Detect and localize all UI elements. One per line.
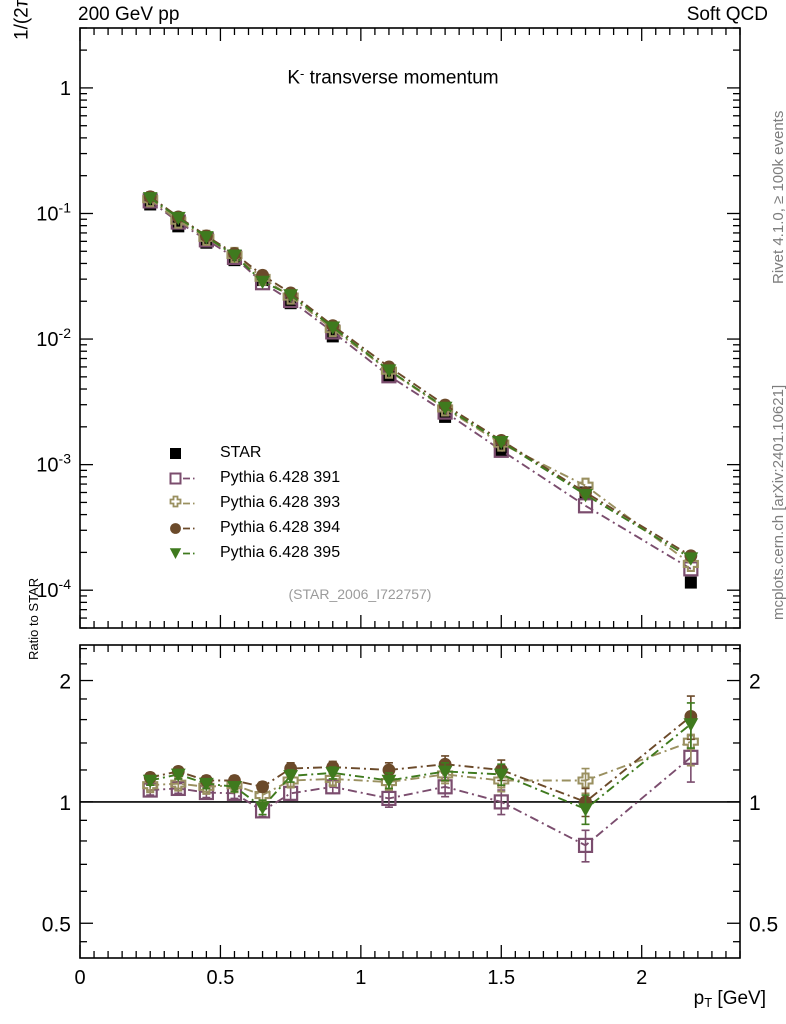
main-y-ticklabel: 10-4 (36, 576, 71, 602)
data-marker (683, 718, 699, 732)
legend-item-pythia-391[interactable]: Pythia 6.428 391 (168, 465, 340, 490)
ratio-y-ticklabel-right: 2 (749, 671, 761, 694)
main-y-ticklabel: 10-3 (36, 451, 71, 477)
data-marker (493, 435, 509, 450)
legend-label-pythia-393: Pythia 6.428 393 (220, 493, 341, 511)
data-marker (142, 192, 158, 206)
ratio-series-pythia-6-428-393 (142, 719, 699, 804)
data-marker (493, 772, 510, 789)
data-marker (227, 781, 242, 795)
series-line (150, 715, 692, 803)
data-marker (255, 275, 270, 290)
data-marker (578, 489, 593, 503)
data-marker (493, 794, 509, 810)
legend-item-pythia-394[interactable]: Pythia 6.428 394 (168, 515, 340, 540)
x-ticklabel: 0.5 (207, 967, 235, 989)
x-ticklabel: 0 (74, 967, 85, 989)
series-line (150, 723, 692, 811)
data-marker (493, 768, 509, 783)
series-line (150, 740, 692, 797)
ratio-y-ticklabel-right: 1 (749, 792, 761, 815)
data-marker (381, 774, 397, 789)
data-marker (283, 785, 299, 801)
ratio-series-pythia-6-428-391 (142, 734, 699, 863)
x-ticklabel: 2 (636, 967, 647, 989)
data-marker (437, 401, 453, 416)
legend: STAR Pythia 6.428 391 Pythia 6.428 393 P… (168, 440, 340, 565)
series-line (150, 756, 692, 847)
main-y-ticklabel: 1 (60, 78, 71, 100)
data-marker (170, 768, 186, 783)
data-marker (255, 801, 270, 815)
data-marker (256, 780, 269, 794)
ratio-series-pythia-6-428-394 (143, 695, 698, 818)
data-marker (324, 770, 341, 788)
data-marker (142, 774, 158, 789)
main-y-ticklabel: 10-2 (36, 325, 71, 351)
main-panel-frame (79, 27, 741, 629)
legend-label-pythia-391: Pythia 6.428 391 (220, 468, 341, 486)
main-series-pythia-6-428-395 (142, 192, 699, 566)
data-marker (381, 364, 397, 378)
header-beam-label: 200 GeV pp (78, 4, 180, 25)
data-marker (283, 289, 299, 303)
ratio-y-ticklabel: 2 (59, 671, 71, 694)
legend-key-pythia-393 (169, 495, 196, 507)
legend-item-pythia-393[interactable]: Pythia 6.428 393 (168, 490, 340, 515)
ratio-y-ticklabel-right: 0.5 (749, 913, 778, 936)
ratio-y-ticklabel: 1 (59, 792, 71, 815)
legend-key-pythia-394 (170, 522, 196, 534)
x-axis-label: pT [GeV] (693, 988, 766, 1010)
data-marker (170, 775, 187, 792)
legend-item-star[interactable]: STAR (168, 440, 340, 465)
ratio-y-ticklabel: 0.5 (42, 913, 71, 936)
legend-label-star: STAR (220, 443, 262, 461)
data-marker (198, 231, 214, 245)
main-series-pythia-6-428-393 (142, 191, 699, 572)
analysis-id-watermark: (STAR_2006_I722757) (288, 586, 432, 602)
data-marker (283, 770, 299, 784)
legend-label-pythia-395: Pythia 6.428 395 (220, 543, 341, 561)
data-marker (437, 765, 453, 780)
header-process-label: Soft QCD (686, 4, 768, 25)
data-marker (683, 552, 699, 566)
legend-key-star (170, 447, 181, 459)
legend-key-pythia-395 (169, 547, 196, 559)
data-marker (325, 321, 341, 335)
error-bar (581, 829, 590, 863)
data-marker (578, 803, 593, 817)
main-y-ticklabel: 10-1 (36, 199, 71, 225)
data-marker (227, 249, 242, 263)
x-ticklabel: 1.5 (487, 967, 515, 989)
data-marker (170, 211, 186, 226)
ratio-series-pythia-6-428-395 (142, 702, 699, 826)
data-marker (577, 772, 594, 789)
data-marker (325, 767, 341, 781)
data-marker (577, 837, 594, 853)
legend-key-pythia-391 (169, 472, 196, 484)
data-marker (381, 790, 397, 807)
data-marker (198, 777, 214, 792)
plot-title: K- transverse momentum (287, 66, 499, 89)
legend-label-pythia-394: Pythia 6.428 394 (220, 518, 341, 536)
legend-item-pythia-395[interactable]: Pythia 6.428 395 (168, 540, 340, 565)
data-marker (684, 576, 697, 589)
x-ticklabel: 1 (355, 967, 366, 989)
